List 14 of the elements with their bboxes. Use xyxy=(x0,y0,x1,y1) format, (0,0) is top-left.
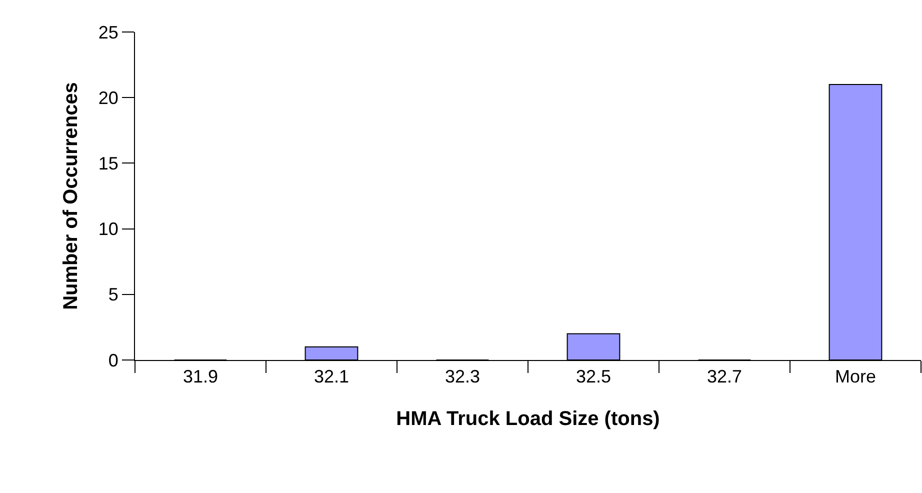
x-tick-label: 32.5 xyxy=(576,366,612,387)
x-axis-title: HMA Truck Load Size (tons) xyxy=(396,408,660,430)
y-tick-label: 15 xyxy=(98,154,118,174)
x-tick-label: More xyxy=(834,366,876,387)
x-tick-label: 32.3 xyxy=(444,366,480,387)
y-tick-label: 10 xyxy=(98,219,118,240)
x-tick-label: 32.1 xyxy=(314,366,350,387)
x-tick-label: 31.9 xyxy=(182,366,218,387)
y-tick-label: 25 xyxy=(98,22,118,42)
y-axis-title: Number of Occurrences xyxy=(60,82,82,310)
x-tick-label: 32.7 xyxy=(706,366,742,387)
y-tick-label: 5 xyxy=(108,284,118,305)
y-tick-label: 0 xyxy=(108,350,118,370)
y-tick-label: 20 xyxy=(98,88,118,108)
